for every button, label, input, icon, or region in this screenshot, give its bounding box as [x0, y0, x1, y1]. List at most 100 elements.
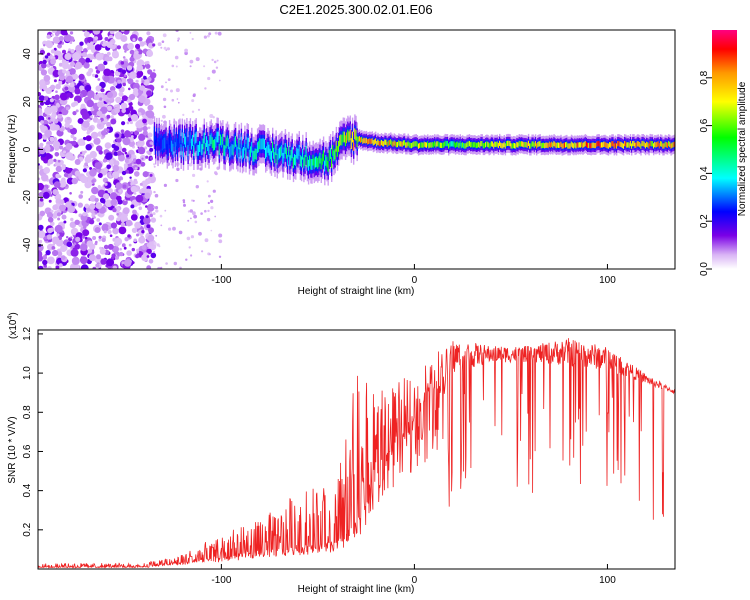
noise-cell — [128, 87, 131, 91]
trace-cell — [481, 141, 483, 147]
noise-cell — [122, 207, 130, 215]
trace-cell — [322, 150, 325, 162]
noise-cell — [102, 177, 108, 183]
noise-cell — [154, 193, 159, 198]
trace-cell — [602, 142, 604, 148]
noise-cell — [97, 63, 106, 72]
noise-cell — [52, 140, 61, 149]
noise-cell — [43, 74, 51, 82]
trace-cell — [551, 141, 553, 147]
noise-cell — [69, 41, 73, 44]
trace-cell — [303, 157, 305, 169]
spectrogram-y-tick-label: 20 — [22, 96, 33, 108]
noise-cell — [101, 237, 106, 243]
noise-cell — [145, 155, 149, 159]
noise-cell — [135, 79, 139, 83]
noise-cell — [72, 52, 81, 61]
trace-cell — [489, 142, 492, 148]
noise-cell — [204, 87, 207, 90]
noise-cell — [148, 227, 154, 234]
noise-cell — [110, 118, 117, 125]
noise-cell — [182, 113, 185, 116]
noise-cell — [69, 82, 75, 88]
trace-cell — [573, 143, 575, 149]
noise-cell — [79, 151, 83, 155]
noise-cell — [135, 43, 141, 50]
trace-cell — [393, 140, 395, 146]
noise-cell — [134, 130, 140, 136]
noise-cell — [56, 233, 60, 237]
trace-cell — [625, 141, 627, 147]
noise-cell — [60, 245, 67, 253]
spectrogram-y-tick-label: -20 — [22, 190, 33, 205]
trace-cell — [452, 141, 454, 147]
trace-cell — [628, 142, 631, 149]
trace-cell — [642, 140, 644, 147]
trace-cell — [643, 141, 646, 147]
trace-cell — [163, 138, 165, 149]
noise-cell — [165, 81, 167, 84]
noise-cell — [106, 91, 113, 98]
trace-cell — [276, 153, 278, 165]
noise-cell — [57, 251, 63, 257]
trace-cell — [487, 141, 489, 148]
noise-cell — [172, 226, 176, 231]
trace-cell — [222, 134, 224, 145]
noise-cell — [144, 192, 151, 199]
noise-cell — [210, 229, 213, 232]
noise-cell — [189, 65, 192, 68]
trace-cell — [553, 140, 555, 147]
noise-cell — [44, 129, 52, 138]
noise-cell — [124, 151, 128, 155]
snr-x-tick-label: -100 — [211, 575, 231, 586]
trace-cell — [650, 141, 653, 147]
noise-cell — [84, 236, 88, 240]
trace-cell — [438, 142, 441, 148]
noise-cell — [112, 207, 117, 213]
noise-cell — [64, 100, 67, 103]
noise-cell — [38, 201, 41, 206]
noise-cell — [51, 30, 57, 34]
noise-cell — [145, 215, 149, 219]
noise-cell — [123, 246, 127, 250]
trace-cell — [236, 144, 238, 156]
noise-cell — [91, 179, 95, 183]
trace-cell — [316, 156, 318, 168]
noise-cell — [87, 248, 93, 254]
trace-cell — [363, 137, 365, 143]
noise-cell — [49, 136, 55, 142]
trace-cell — [578, 142, 581, 148]
trace-cell — [248, 149, 251, 161]
trace-cell — [164, 137, 166, 149]
noise-cell — [148, 259, 154, 264]
trace-cell — [241, 148, 244, 160]
noise-cell — [69, 68, 76, 75]
trace-cell — [369, 138, 371, 144]
noise-cell — [187, 210, 190, 213]
trace-cell — [252, 150, 254, 162]
noise-cell — [54, 224, 63, 233]
trace-cell — [485, 141, 487, 148]
trace-cell — [177, 142, 179, 153]
trace-cell — [562, 143, 565, 149]
trace-cell — [379, 141, 382, 147]
noise-cell — [94, 44, 102, 51]
trace-cell — [205, 136, 208, 147]
trace-cell — [357, 137, 360, 143]
noise-cell — [149, 173, 153, 177]
noise-cell — [120, 129, 125, 133]
noise-cell — [47, 227, 53, 234]
noise-cell — [171, 98, 175, 102]
noise-cell — [121, 69, 127, 75]
trace-cell — [499, 140, 501, 146]
noise-cell — [109, 234, 113, 237]
noise-cell — [150, 217, 157, 223]
trace-cell — [339, 135, 341, 147]
trace-cell — [468, 140, 471, 147]
noise-cell — [191, 110, 195, 113]
noise-cell — [84, 81, 87, 84]
trace-cell — [443, 142, 445, 148]
noise-cell — [135, 254, 140, 259]
trace-cell — [405, 142, 407, 148]
trace-cell — [375, 138, 377, 144]
